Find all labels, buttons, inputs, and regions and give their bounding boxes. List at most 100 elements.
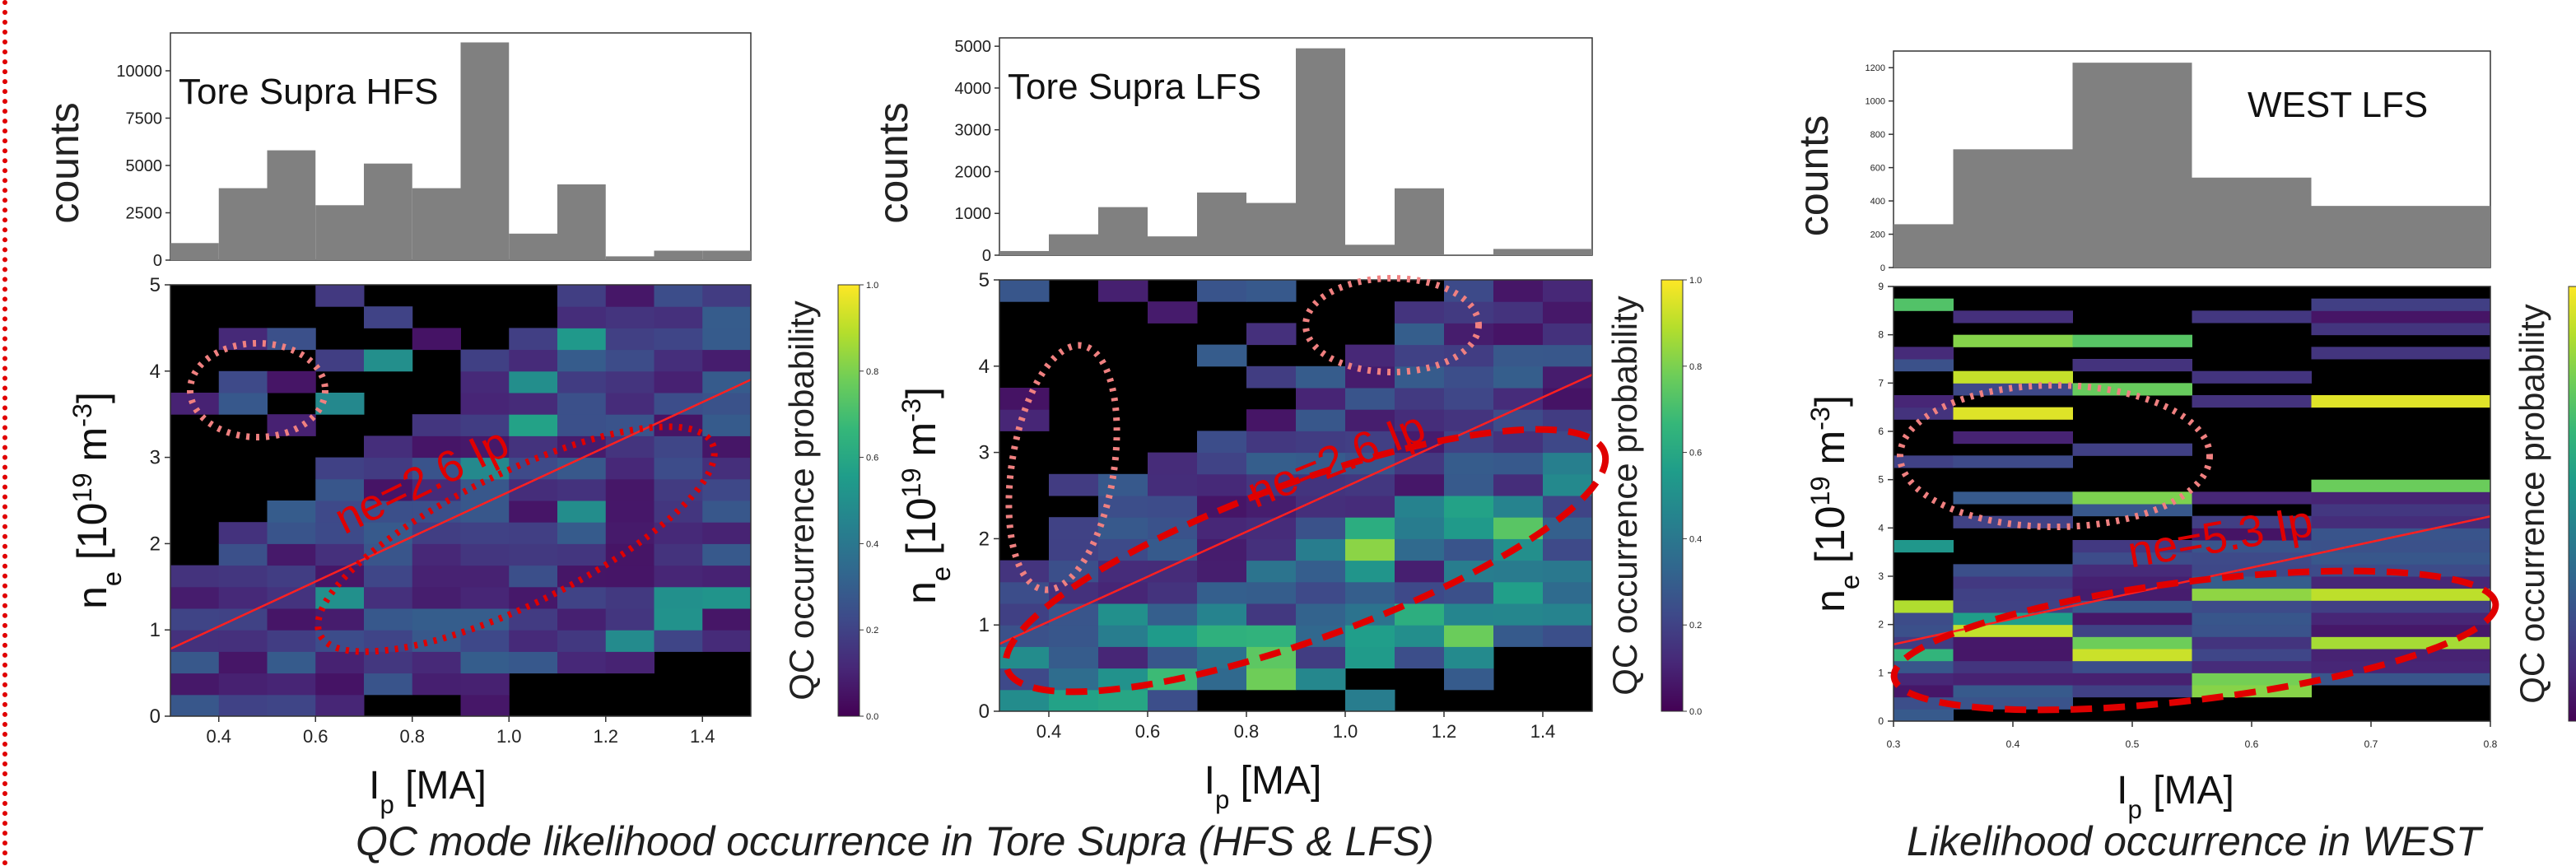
heatmap-ytick-label-2-6: 6 <box>1878 426 1884 437</box>
hist-ytick-label-2-2: 400 <box>1870 197 1885 207</box>
annotation-ellipse-lfs-top <box>1302 275 1482 375</box>
heatmap-cell-0-5-4 <box>412 608 461 631</box>
hist-ylabel-2: counts <box>1791 115 1837 236</box>
heatmap-ytick-label-2-2: 2 <box>1878 619 1884 631</box>
heatmap-cell-2-4-9 <box>2311 600 2491 613</box>
heatmap-cell-0-9-5 <box>605 586 654 609</box>
heatmap-cell-2-4-30 <box>2311 347 2491 360</box>
heatmap-cell-2-4-8 <box>2311 612 2491 626</box>
heatmap-cell-0-10-5 <box>654 586 703 609</box>
heatmap-cell-1-11-4 <box>1543 603 1593 626</box>
fit-line-0 <box>170 379 752 650</box>
heatmap-cell-0-6-12 <box>460 435 510 459</box>
heatmap-cell-0-3-11 <box>315 457 365 480</box>
heatmap-cell-0-0-4 <box>170 608 220 631</box>
heatmap-cell-2-4-18 <box>2311 491 2491 505</box>
heatmap-cell-2-1-12 <box>1953 564 2073 577</box>
xlabel-1-part: p <box>1215 785 1229 814</box>
ylabel-0-part: e <box>97 571 127 586</box>
heatmap-cell-0-11-6 <box>702 565 752 588</box>
hist-bar-2-0 <box>1894 224 1954 268</box>
heatmap-cell-0-9-14 <box>605 393 654 415</box>
heatmap-cell-0-10-11 <box>654 457 703 480</box>
heatmap-cell-2-2-12 <box>2072 564 2192 577</box>
ylabel-2-part: [10 <box>1807 506 1853 575</box>
heatmap-ytick-label-1-3: 3 <box>979 442 990 464</box>
ylabel-1-part: [10 <box>898 498 944 566</box>
heatmap-xtick-label-2-5: 0.8 <box>2484 738 2498 750</box>
hist-bar-0-8 <box>557 184 606 260</box>
ylabel-0-part: 19 <box>68 473 97 502</box>
heatmap-cell-0-7-2 <box>509 651 558 674</box>
hist-ytick-label-2-1: 200 <box>1870 230 1885 240</box>
heatmap-cell-2-4-15 <box>2311 528 2491 541</box>
hist-bar-1-8 <box>1395 188 1444 255</box>
heatmap-cell-1-5-5 <box>1246 581 1297 604</box>
heatmap-cell-1-4-12 <box>1197 431 1247 454</box>
colorbar-tick-label-1-1: 0.2 <box>1689 621 1702 631</box>
heatmap-cell-0-8-15 <box>557 370 607 393</box>
hist-bar-0-3 <box>315 205 364 260</box>
heatmap-cell-1-6-5 <box>1296 581 1346 604</box>
heatmap-cell-0-10-7 <box>654 543 703 566</box>
heatmap-cell-0-8-8 <box>557 522 607 544</box>
colorbar-tick-label-1-2: 0.4 <box>1689 534 1702 544</box>
heatmap-cell-1-11-3 <box>1543 625 1593 647</box>
colorbar-tick-label-1-4: 0.8 <box>1689 362 1702 372</box>
heatmap-cell-1-5-4 <box>1246 603 1297 626</box>
ylabel-0-part: m <box>69 427 115 473</box>
hist-ytick-label-0-1: 2500 <box>126 205 163 223</box>
heatmap-cell-2-2-27 <box>2072 383 2192 396</box>
heatmap-cell-0-9-8 <box>605 522 654 544</box>
heatmap-cell-0-8-7 <box>557 543 607 566</box>
heatmap-cell-0-7-3 <box>509 630 558 652</box>
heatmap-cell-0-7-6 <box>509 565 558 588</box>
heatmap-cell-0-4-12 <box>364 435 413 459</box>
heatmap-cell-1-2-8 <box>1098 517 1148 539</box>
heatmap-cell-1-9-1 <box>1444 668 1494 691</box>
colorbar-tick-label-0-5: 1.0 <box>866 281 878 291</box>
heatmap-xtick-label-1-4: 1.2 <box>1432 721 1457 742</box>
colorbar-label-0: QC occurrence probability <box>782 300 821 701</box>
annotation-ellipse-west-upper <box>1897 382 2213 530</box>
heatmap-cell-0-3-10 <box>315 478 365 501</box>
heatmap-cell-1-4-16 <box>1197 344 1247 367</box>
heatmap-cell-2-3-15 <box>2192 528 2312 541</box>
hist-bar-0-6 <box>460 42 510 260</box>
heatmap-cell-1-9-14 <box>1444 388 1494 410</box>
heatmap-cell-0-7-5 <box>509 586 558 609</box>
heatmap-cell-1-7-0 <box>1345 689 1395 712</box>
heatmap-cell-1-3-18 <box>1148 301 1198 324</box>
heatmap-cell-0-10-6 <box>654 565 703 588</box>
heatmap-cell-2-2-29 <box>2072 359 2192 372</box>
heatmap-cell-0-2-8 <box>267 522 316 544</box>
hist-bar-2-3 <box>2192 177 2312 268</box>
heatmap-cell-0-1-17 <box>218 328 268 351</box>
heatmap-cell-1-11-17 <box>1543 323 1593 346</box>
heatmap-cell-0-8-16 <box>557 349 607 372</box>
heatmap-cell-0-1-7 <box>218 543 268 566</box>
heatmap-cell-1-0-14 <box>999 388 1050 410</box>
heatmap-cell-1-10-3 <box>1493 625 1544 647</box>
heatmap-cell-0-8-5 <box>557 586 607 609</box>
heatmap-cell-0-2-4 <box>267 608 316 631</box>
heatmap-cell-0-7-8 <box>509 522 558 544</box>
heatmap-cell-2-1-23 <box>1953 431 2073 445</box>
heatmap-cell-0-4-4 <box>364 608 413 631</box>
heatmap-cell-2-2-5 <box>2072 649 2192 662</box>
hist-bar-1-10 <box>1493 249 1543 255</box>
heatmap-cell-2-0-21 <box>1894 455 1954 468</box>
heatmap-cell-2-3-26 <box>2192 395 2312 408</box>
heatmap-cell-0-9-12 <box>605 435 654 459</box>
heatmap-cell-2-1-10 <box>1953 588 2073 601</box>
heatmap-cell-0-6-8 <box>460 522 510 544</box>
heatmap-ytick-label-1-0: 0 <box>979 701 990 723</box>
hist-ytick-label-2-3: 600 <box>1870 163 1885 173</box>
heatmap-cell-1-6-1 <box>1296 668 1346 691</box>
heatmap-ytick-label-0-5: 5 <box>150 274 161 296</box>
heatmap-cell-1-8-6 <box>1395 560 1445 583</box>
heatmap-cell-2-2-4 <box>2072 660 2192 673</box>
hist-bar-0-5 <box>412 188 461 260</box>
heatmap-cell-1-7-3 <box>1345 625 1395 647</box>
